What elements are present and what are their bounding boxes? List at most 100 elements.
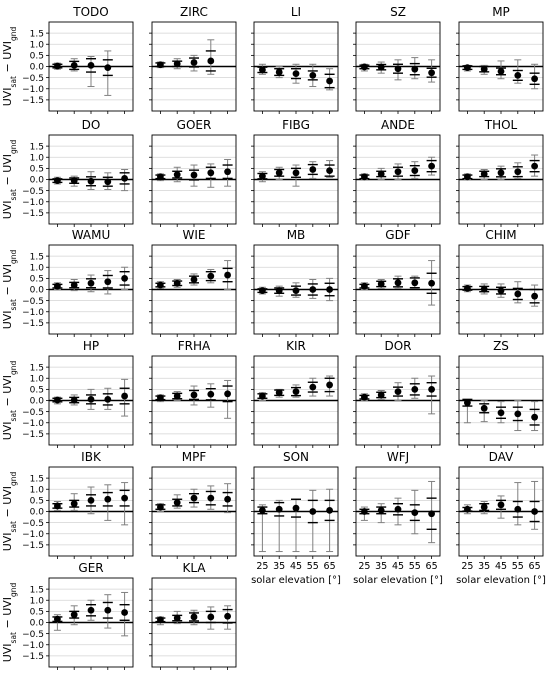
- mean-point: [207, 613, 215, 621]
- y-tick-label: 0.0: [30, 619, 45, 629]
- mean-point: [531, 292, 538, 300]
- mean-point: [480, 285, 488, 293]
- y-tick-label: −1.0: [22, 641, 44, 651]
- mean-point: [377, 391, 385, 399]
- x-tick-label: 45: [290, 561, 302, 572]
- mean-point: [411, 65, 419, 73]
- x-tick-label: 55: [307, 561, 319, 572]
- panel-title: MPF: [182, 450, 207, 464]
- x-axis-label: solar elevation [°]: [353, 575, 443, 586]
- mean-point: [190, 613, 198, 621]
- mean-point: [54, 615, 61, 623]
- y-tick-label: 0.0: [30, 176, 45, 186]
- panel-title: WFJ: [387, 450, 409, 464]
- mean-point: [275, 287, 283, 295]
- mean-point: [309, 72, 317, 79]
- panel-thol: THOL: [456, 118, 544, 227]
- y-tick-label: −1.0: [22, 198, 44, 208]
- mean-point: [394, 279, 402, 287]
- mean-point: [361, 173, 368, 181]
- mean-point: [173, 171, 181, 179]
- mean-point: [497, 409, 505, 417]
- mean-point: [121, 494, 128, 502]
- panel-title: LI: [291, 5, 301, 19]
- panel-todo: TODO 1.51.0 0.50.0−0.5−1.0−1.5 UVIsat − UVI…: [1, 5, 134, 114]
- mean-point: [54, 282, 61, 290]
- x-tick-label: 65: [324, 561, 336, 572]
- panel-ande: ANDE: [353, 118, 441, 227]
- mean-point: [428, 279, 435, 287]
- mean-point: [326, 381, 333, 389]
- mean-point: [394, 505, 402, 513]
- mean-point: [207, 169, 215, 177]
- panel-wfj: WFJ 25 35 45 55 65 solar elevation [°]: [353, 450, 443, 586]
- mean-point: [464, 64, 471, 72]
- panel-title: ANDE: [381, 118, 415, 132]
- panel-title: DO: [82, 118, 101, 132]
- y-axis-label: UVIsat − UVIgnd: [1, 360, 18, 440]
- mean-point: [275, 169, 283, 177]
- mean-point: [70, 396, 78, 404]
- mean-point: [87, 395, 95, 403]
- mean-point: [275, 389, 283, 397]
- panel-title: SZ: [390, 5, 406, 19]
- y-tick-label: −0.5: [22, 408, 44, 418]
- mean-point: [207, 390, 215, 398]
- mean-point: [497, 67, 505, 75]
- panel-title: MB: [287, 228, 306, 242]
- panel-dor: DOR: [353, 339, 441, 448]
- mean-point: [292, 388, 300, 395]
- y-tick-label: −1.5: [22, 319, 44, 329]
- y-axis-label: UVIsat − UVIgnd: [1, 26, 18, 106]
- y-tick-label: −1.5: [22, 652, 44, 662]
- mean-point: [104, 178, 112, 186]
- mean-point: [173, 499, 181, 506]
- x-tick-label: 35: [273, 561, 285, 572]
- y-tick-label: 1.5: [30, 252, 44, 262]
- panel-ger: GER 1.51.0 0.50.0−0.5−1.0−1.5 UVIsat − UVIg…: [1, 561, 134, 673]
- y-axis-label: UVIsat − UVIgnd: [1, 249, 18, 329]
- mean-point: [464, 399, 471, 407]
- mean-point: [292, 169, 300, 177]
- y-tick-label: 1.5: [30, 585, 44, 595]
- mean-point: [157, 173, 164, 181]
- panel-title: WIE: [183, 228, 206, 242]
- panel-title: DAV: [489, 450, 514, 464]
- mean-point: [173, 614, 181, 622]
- y-axis-label: UVIsat − UVIgnd: [1, 139, 18, 219]
- mean-point: [514, 168, 522, 176]
- y-tick-label: 1.0: [30, 596, 45, 606]
- panel-do: DO 1.51.0 0.50.0−0.5−1.0−1.5 UVIsat − UVIgn…: [1, 118, 134, 227]
- x-tick-label: 55: [512, 561, 524, 572]
- mean-point: [464, 173, 471, 181]
- mean-point: [157, 281, 164, 289]
- mean-point: [207, 494, 215, 502]
- mean-point: [54, 62, 61, 70]
- y-tick-label: −1.5: [22, 209, 44, 219]
- panel-li: LI: [251, 5, 339, 114]
- panel-frha: FRHA: [149, 339, 237, 448]
- panel-wie: WIE: [149, 228, 237, 337]
- mean-point: [54, 396, 61, 404]
- mean-point: [70, 177, 78, 185]
- panel-mp: MP: [456, 5, 544, 114]
- x-axis-label: solar elevation [°]: [456, 575, 546, 586]
- mean-point: [428, 385, 435, 393]
- mean-point: [309, 383, 317, 391]
- y-tick-label: −1.0: [22, 419, 44, 429]
- y-tick-label: 1.5: [30, 29, 44, 39]
- x-tick-label: 35: [375, 561, 387, 572]
- panel-title: GDF: [385, 228, 411, 242]
- mean-point: [190, 276, 198, 283]
- panel-hp: HP 1.51.0 0.50.0−0.5−1.0−1.5 UVIsat − UVIgn…: [1, 339, 134, 448]
- y-tick-label: 0.5: [30, 497, 44, 507]
- mean-point: [259, 392, 266, 400]
- x-tick-label: 65: [529, 561, 541, 572]
- y-tick-label: −1.0: [22, 530, 44, 540]
- mean-point: [480, 503, 488, 511]
- mean-point: [411, 385, 419, 393]
- mean-point: [514, 72, 522, 79]
- mean-point: [514, 505, 522, 513]
- panel-title: SON: [283, 450, 309, 464]
- mean-point: [377, 506, 385, 514]
